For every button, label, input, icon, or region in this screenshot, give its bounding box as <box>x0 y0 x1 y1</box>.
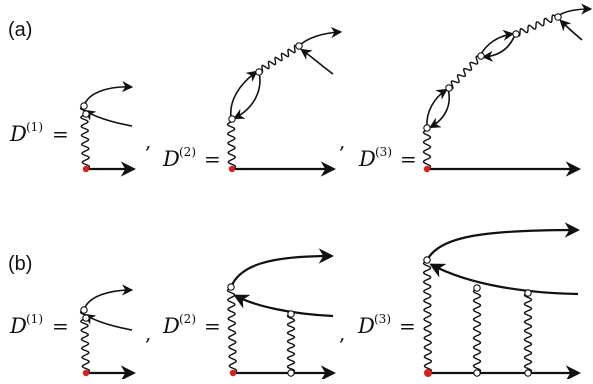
incoming-arrow <box>300 48 334 75</box>
equals-a1: = <box>52 122 69 146</box>
source-vertex <box>82 165 90 173</box>
vertex <box>80 306 88 314</box>
diagram-b2 <box>226 248 337 381</box>
wavy-line <box>515 14 557 37</box>
diagram-a1 <box>79 80 137 177</box>
wavy-line <box>422 129 432 170</box>
vertex <box>82 314 90 322</box>
equals-a2: = <box>204 147 221 171</box>
vertex <box>524 289 532 297</box>
incoming-arrow <box>84 109 133 127</box>
outgoing-arrow <box>426 222 581 261</box>
incoming-arrow <box>559 19 583 41</box>
source-vertex <box>228 165 236 173</box>
superscript-a2: (2) <box>179 145 196 159</box>
wavy-line <box>258 44 299 74</box>
equals-b2: = <box>204 314 221 338</box>
panel-label-b: (b) <box>8 253 32 275</box>
loop-arrow-up <box>479 29 515 57</box>
source-vertex <box>424 369 432 377</box>
vertex <box>477 52 485 60</box>
outgoing-arrow <box>83 284 134 311</box>
wavy-line <box>422 260 433 374</box>
symbol-a1: D <box>9 122 27 146</box>
label-a2: D (2) = <box>162 145 221 171</box>
vertex <box>227 283 235 291</box>
incoming-arrow <box>429 263 579 296</box>
incoming-arrow <box>84 313 133 331</box>
label-b2: D (2) = <box>162 312 221 338</box>
label-b1: D (1) = <box>9 312 69 338</box>
loop-arrow-down <box>429 88 450 129</box>
wavy-line <box>79 309 91 374</box>
diagram-b1 <box>79 284 137 381</box>
source-vertex <box>229 369 237 377</box>
symbol-b2: D <box>162 314 180 338</box>
symbol-b1: D <box>9 314 27 338</box>
wavy-line <box>286 313 296 374</box>
loop-arrow-up <box>426 88 448 127</box>
source-vertex <box>423 165 431 173</box>
wavy-line <box>448 55 481 90</box>
symbol-a2: D <box>162 147 180 171</box>
separator-b1: , <box>145 321 151 345</box>
separator-a1: , <box>145 129 151 153</box>
wavy-line <box>226 287 238 374</box>
outgoing-arrow <box>557 3 593 17</box>
diagram-a2 <box>226 26 343 177</box>
vertex <box>295 42 303 50</box>
superscript-a3: (3) <box>375 145 392 159</box>
diagram-b3 <box>422 222 582 381</box>
wavy-line <box>472 288 482 374</box>
wavy-line <box>79 105 91 170</box>
equals-b1: = <box>52 314 69 338</box>
vertex <box>287 369 295 377</box>
outgoing-arrow <box>229 248 335 288</box>
vertex <box>423 256 431 264</box>
label-b3: D (3) = <box>357 312 416 338</box>
loop-arrow-up <box>230 70 258 118</box>
separator-b2: , <box>339 321 345 345</box>
source-vertex <box>82 369 90 377</box>
vertex <box>445 84 453 92</box>
vertex <box>524 369 532 377</box>
vertex <box>287 310 295 318</box>
wavy-line <box>226 121 237 170</box>
label-a1: D (1) = <box>9 120 69 146</box>
vertex <box>82 110 90 118</box>
equals-b3: = <box>399 314 416 338</box>
vertex <box>554 13 562 21</box>
diagram-a3 <box>422 3 593 177</box>
vertex <box>228 115 236 123</box>
vertex <box>255 68 263 76</box>
separator-a2: , <box>339 129 345 153</box>
vertex <box>512 30 520 38</box>
vertex <box>80 102 88 110</box>
label-a3: D (3) = <box>358 145 417 171</box>
symbol-b3: D <box>357 314 375 338</box>
loop-arrow-down <box>233 71 261 120</box>
superscript-b2: (2) <box>179 312 196 326</box>
superscript-b1: (1) <box>26 312 43 326</box>
equals-a3: = <box>400 147 417 171</box>
vertex <box>473 369 481 377</box>
superscript-b3: (3) <box>374 312 391 326</box>
wavy-line <box>523 292 533 374</box>
superscript-a1: (1) <box>26 120 43 134</box>
incoming-arrow <box>233 294 334 318</box>
loop-arrow-down <box>481 36 515 62</box>
outgoing-arrow <box>83 80 134 107</box>
vertex <box>423 124 431 132</box>
panel-label-a: (a) <box>8 19 32 41</box>
vertex <box>473 284 481 292</box>
outgoing-arrow <box>298 26 343 47</box>
symbol-a3: D <box>358 147 376 171</box>
